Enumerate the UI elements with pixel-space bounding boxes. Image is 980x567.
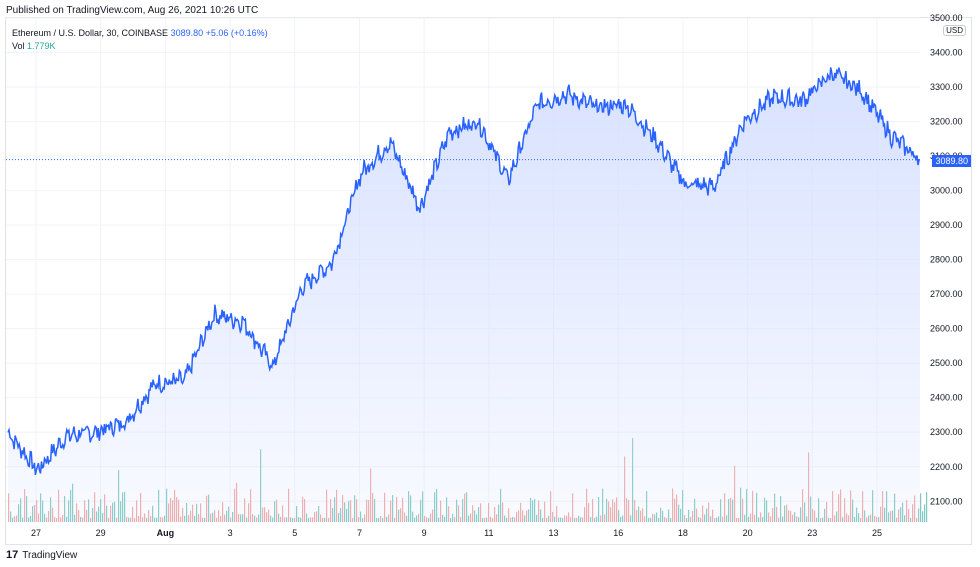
current-price-tag: 3089.80 bbox=[932, 155, 971, 167]
volume-bar bbox=[926, 492, 928, 522]
y-tick-label: 2100.00 bbox=[930, 496, 963, 506]
x-tick-label: 20 bbox=[743, 528, 753, 538]
x-tick-label: 13 bbox=[549, 528, 559, 538]
legend: Ethereum / U.S. Dollar, 30, COINBASE 308… bbox=[12, 27, 268, 53]
x-tick-label: 18 bbox=[678, 528, 688, 538]
price-change: +5.06 (+0.16%) bbox=[205, 28, 268, 38]
volume-value: 1.779K bbox=[27, 41, 56, 51]
y-tick-label: 3400.00 bbox=[930, 48, 963, 58]
x-tick-label: 7 bbox=[357, 528, 362, 538]
x-tick-label: 9 bbox=[422, 528, 427, 538]
x-tick-label: 27 bbox=[31, 528, 41, 538]
y-tick-label: 2900.00 bbox=[930, 220, 963, 230]
x-tick-label: 29 bbox=[96, 528, 106, 538]
x-tick-label: 3 bbox=[228, 528, 233, 538]
time-axis[interactable]: 27 29 Aug 3 5 7 9 11 13 16 18 20 23 25 bbox=[31, 528, 882, 538]
y-tick-label: 2800.00 bbox=[930, 255, 963, 265]
price-line bbox=[7, 67, 921, 476]
y-tick-label: 2500.00 bbox=[930, 358, 963, 368]
y-tick-label: 2300.00 bbox=[930, 427, 963, 437]
y-tick-label: 2200.00 bbox=[930, 462, 963, 472]
y-tick-label: 3500.00 bbox=[930, 13, 963, 23]
y-tick-label: 2700.00 bbox=[930, 289, 963, 299]
y-tick-label: 3300.00 bbox=[930, 82, 963, 92]
price-axis[interactable]: 2100.00 2200.00 2300.00 2400.00 2500.00 2600.… bbox=[930, 13, 963, 506]
currency-tag[interactable]: USD bbox=[943, 25, 966, 36]
x-tick-label: Aug bbox=[157, 528, 175, 538]
x-tick-label: 5 bbox=[292, 528, 297, 538]
volume-bar bbox=[922, 511, 924, 522]
brand-label: TradingView bbox=[22, 549, 78, 561]
tradingview-logo[interactable]: 17 TradingView bbox=[6, 549, 77, 561]
last-price: 3089.80 bbox=[170, 28, 204, 38]
y-tick-label: 2600.00 bbox=[930, 324, 963, 334]
y-tick-label: 3000.00 bbox=[930, 186, 963, 196]
x-tick-label: 11 bbox=[484, 528, 493, 538]
x-tick-label: 16 bbox=[613, 528, 623, 538]
x-tick-label: 25 bbox=[872, 528, 882, 538]
tradingview-logo-icon: 17 bbox=[6, 549, 19, 561]
price-area bbox=[8, 67, 920, 523]
y-tick-label: 3200.00 bbox=[930, 117, 963, 127]
volume-label: Vol bbox=[12, 41, 25, 51]
volume-bar bbox=[924, 504, 926, 522]
symbol-label: Ethereum / U.S. Dollar, 30, COINBASE bbox=[12, 28, 169, 38]
y-tick-label: 2400.00 bbox=[930, 393, 963, 403]
volume-bar bbox=[920, 493, 922, 522]
x-tick-label: 23 bbox=[807, 528, 817, 538]
published-text: Published on TradingView.com, Aug 26, 20… bbox=[6, 5, 259, 16]
